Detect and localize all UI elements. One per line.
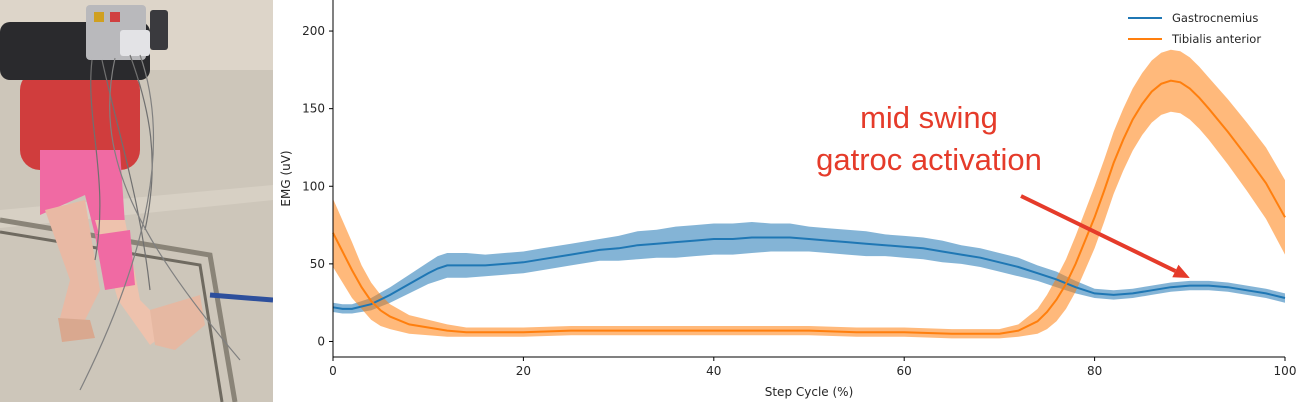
legend-label-1: Tibialis anterior <box>1171 32 1261 46</box>
y-tick-label: 50 <box>310 257 325 271</box>
x-tick-label: 100 <box>1274 364 1297 378</box>
legend-label-0: Gastrocnemius <box>1172 11 1258 25</box>
annotation-arrow-shaft <box>1020 194 1177 273</box>
x-tick-label: 40 <box>706 364 721 378</box>
series-line-0 <box>332 236 1286 310</box>
y-axis-title: EMG (uV) <box>279 150 293 206</box>
emg-chart: 0 20 40 60 80 100 0 50 100 150 200 Gastrocnemius Ti… <box>273 0 1300 402</box>
confidence-bands <box>333 49 1285 339</box>
annotation-line-1: gatroc activation <box>816 142 1042 177</box>
band-1 <box>333 49 1285 339</box>
annotation: mid swing gatroc activation <box>816 100 1190 278</box>
y-tick-label: 200 <box>302 24 325 38</box>
x-tick-label: 20 <box>516 364 531 378</box>
y-tick-label: 150 <box>302 102 325 116</box>
x-axis-title: Step Cycle (%) <box>765 385 854 399</box>
annotation-arrow-head <box>1172 264 1190 278</box>
series-line-1 <box>332 79 1286 335</box>
legend: Gastrocnemius Tibialis anterior <box>1128 11 1261 46</box>
photo-illustration <box>0 0 273 402</box>
axes: 0 20 40 60 80 100 0 50 100 150 200 <box>302 0 1296 378</box>
x-tick-label: 80 <box>1087 364 1102 378</box>
annotation-line-0: mid swing <box>860 100 998 135</box>
chart-canvas: 0 20 40 60 80 100 0 50 100 150 200 Gastrocnemius Ti… <box>279 0 1296 399</box>
series-lines <box>332 79 1286 335</box>
y-tick-label: 100 <box>302 179 325 193</box>
emg-walking-photo <box>0 0 273 402</box>
band-0 <box>333 222 1285 314</box>
y-tick-label: 0 <box>317 334 325 348</box>
x-tick-label: 0 <box>329 364 337 378</box>
x-tick-label: 60 <box>897 364 912 378</box>
